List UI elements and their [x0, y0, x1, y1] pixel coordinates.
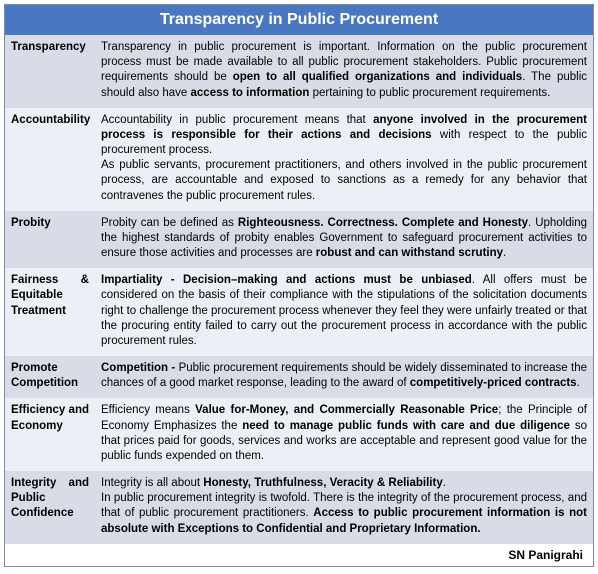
table-row: Fairness & Equitable TreatmentImpartiali…	[5, 268, 593, 356]
document-container: Transparency in Public Procurement Trans…	[4, 4, 594, 567]
table-row: TransparencyTransparency in public procu…	[5, 35, 593, 108]
table-row: Promote CompetitionCompetition - Public …	[5, 356, 593, 398]
principle-description: Transparency in public procurement is im…	[95, 35, 593, 108]
principle-label: Transparency	[5, 35, 95, 108]
table-row: ProbityProbity can be defined as Righteo…	[5, 211, 593, 269]
principle-label: Fairness & Equitable Treatment	[5, 268, 95, 356]
principle-label: Promote Competition	[5, 356, 95, 398]
principle-label: Efficiency and Economy	[5, 398, 95, 471]
principle-description: Integrity is all about Honesty, Truthful…	[95, 471, 593, 544]
principle-description: Probity can be defined as Righteousness.…	[95, 211, 593, 269]
table-row: AccountabilityAccountability in public p…	[5, 108, 593, 211]
principle-description: Accountability in public procurement mea…	[95, 108, 593, 211]
principle-label: Accountability	[5, 108, 95, 211]
principle-description: Efficiency means Value for-Money, and Co…	[95, 398, 593, 471]
author-footer: SN Panigrahi	[5, 544, 593, 566]
principles-table: TransparencyTransparency in public procu…	[5, 35, 593, 544]
principle-description: Impartiality - Decision–making and actio…	[95, 268, 593, 356]
document-title: Transparency in Public Procurement	[5, 5, 593, 35]
principle-label: Integrity and Public Confidence	[5, 471, 95, 544]
principle-label: Probity	[5, 211, 95, 269]
table-row: Integrity and Public ConfidenceIntegrity…	[5, 471, 593, 544]
principle-description: Competition - Public procurement require…	[95, 356, 593, 398]
table-row: Efficiency and EconomyEfficiency means V…	[5, 398, 593, 471]
